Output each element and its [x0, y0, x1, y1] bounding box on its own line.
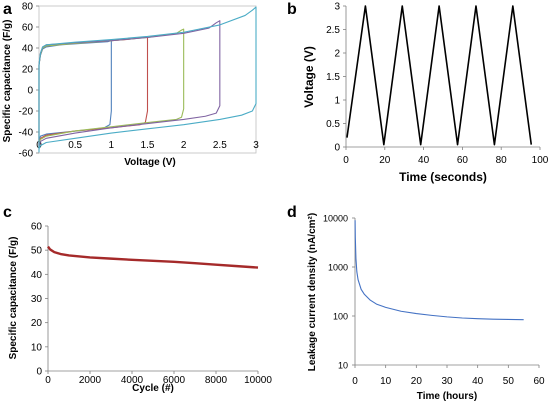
panel-c-xtick-label: 10000 — [244, 375, 272, 386]
panel-b-series — [346, 5, 533, 146]
panel-b-ytick-label: 1 — [334, 96, 340, 107]
panel-a-xtick-label: 3 — [253, 140, 259, 151]
panel-a-ytick-label: -40 — [19, 128, 34, 139]
panel-d-xtick-label: 30 — [441, 376, 453, 387]
panel-c-xlabel: Cycle (#) — [132, 383, 174, 394]
panel-a-xtick-label: 1.5 — [141, 140, 155, 151]
panel-b-ytick-label: 1.5 — [326, 72, 340, 83]
panel-c-series-line — [47, 245, 259, 269]
panel-a-ytick-label: 40 — [22, 44, 34, 55]
panel-c-ylabel: Specific capacitance (F/g) — [8, 237, 19, 360]
panel-d-xtick-label: 20 — [411, 376, 423, 387]
panel-a-xtick-label: 2.5 — [213, 140, 227, 151]
panel-b-xtick-label: 80 — [496, 155, 508, 166]
panel-b-xtick-label: 100 — [532, 155, 549, 166]
panel-d-series — [354, 220, 524, 321]
panel-d-xtick-label: 50 — [503, 376, 515, 387]
panel-d-ylabel: Leakage current density (nA/cm²) — [307, 213, 318, 371]
panel-b-xtick-label: 60 — [457, 155, 469, 166]
panel-a-ytick-label: 0 — [27, 86, 33, 97]
panel-c-xtick-label: 0 — [45, 375, 51, 386]
panel-d-ticks: 0 10 20 30 40 50 60 10 100 1000 10000 — [323, 214, 545, 388]
panel-c-ytick-label: 50 — [31, 246, 43, 257]
panel-c-ticks: 0 2000 4000 6000 8000 10000 0 10 20 30 40 50 60 — [31, 222, 272, 387]
panel-d-series-line — [354, 220, 524, 321]
panel-d-xtick-label: 60 — [533, 376, 545, 387]
panel-c-ytick-label: 40 — [31, 270, 43, 281]
panel-c-xtick-label: 4000 — [121, 375, 144, 386]
panel-c-ytick-label: 0 — [36, 367, 42, 378]
panel-a-xtick-label: 2 — [181, 140, 187, 151]
panel-a-series-line — [38, 40, 112, 149]
panel-b-xtick-label: 40 — [418, 155, 430, 166]
panel-c-ytick-label: 30 — [31, 294, 43, 305]
panel-b-ytick-label: 2.5 — [326, 25, 340, 36]
panel-d-xtick-label: 0 — [352, 376, 358, 387]
panel-b-ytick-label: 0 — [334, 143, 340, 154]
panel-d-ytick-label: 10 — [338, 361, 348, 371]
panel-b-voltage-chart: b 0 20 40 60 80 100 0 0.5 1 1.5 2 2.5 3 Time (second… — [287, 1, 549, 184]
panel-a-ytick-label: -60 — [19, 149, 34, 160]
panel-d-ytick-label: 100 — [333, 312, 348, 322]
panel-c-ytick-label: 60 — [31, 222, 43, 233]
panel-d-xlabel: Time (hours) — [417, 391, 477, 402]
panel-a-letter: a — [3, 1, 12, 18]
panel-a-series-line — [38, 6, 257, 153]
panel-b-xlabel: Time (seconds) — [399, 170, 487, 184]
panel-d-xtick-label: 40 — [472, 376, 484, 387]
panel-c-cycling-chart: c 0 2000 4000 6000 8000 10000 0 10 20 30 40 50 60 Cy… — [3, 204, 272, 394]
panel-a-series-line — [38, 28, 185, 150]
panel-b-series-line — [346, 5, 533, 146]
panel-d-leakage-chart: d 0 10 20 30 40 50 60 10 100 1000 10000 Time (hour… — [287, 204, 545, 402]
panel-a-xlabel: Voltage (V) — [124, 157, 175, 168]
panel-b-ylabel: Voltage (V) — [302, 46, 316, 108]
panel-b-ytick-label: 0.5 — [326, 119, 340, 130]
panel-a-ytick-label: 60 — [22, 23, 34, 34]
panel-c-xtick-label: 2000 — [79, 375, 102, 386]
panel-c-xtick-label: 8000 — [205, 375, 228, 386]
panel-c-series — [47, 245, 259, 269]
panel-b-ytick-label: 3 — [334, 2, 340, 13]
panel-a-ytick-label: 80 — [22, 2, 34, 13]
panel-c-xtick-label: 6000 — [163, 375, 186, 386]
panel-d-letter: d — [287, 204, 297, 221]
panel-a-ytick-label: -20 — [19, 107, 34, 118]
panel-a-ytick-label: 20 — [22, 65, 34, 76]
panel-b-ytick-label: 2 — [334, 49, 340, 60]
panel-a-ylabel: Specific capacitance (F/g) — [2, 20, 13, 143]
panel-b-ticks: 0 20 40 60 80 100 0 0.5 1 1.5 2 2.5 3 — [326, 2, 549, 167]
panel-a-xtick-label: 1 — [109, 140, 115, 151]
panel-d-ytick-label: 10000 — [323, 214, 348, 224]
panel-c-ytick-label: 10 — [31, 342, 43, 353]
panel-b-letter: b — [287, 1, 297, 18]
panel-d-xtick-label: 10 — [380, 376, 392, 387]
panel-c-ytick-label: 20 — [31, 318, 43, 329]
panel-a-series — [38, 6, 257, 153]
panel-a-xtick-label: 0.5 — [68, 140, 82, 151]
panel-c-letter: c — [3, 204, 12, 221]
panel-d-ytick-label: 1000 — [328, 263, 348, 273]
panel-b-xtick-label: 20 — [379, 155, 391, 166]
panel-b-xtick-label: 0 — [343, 155, 349, 166]
